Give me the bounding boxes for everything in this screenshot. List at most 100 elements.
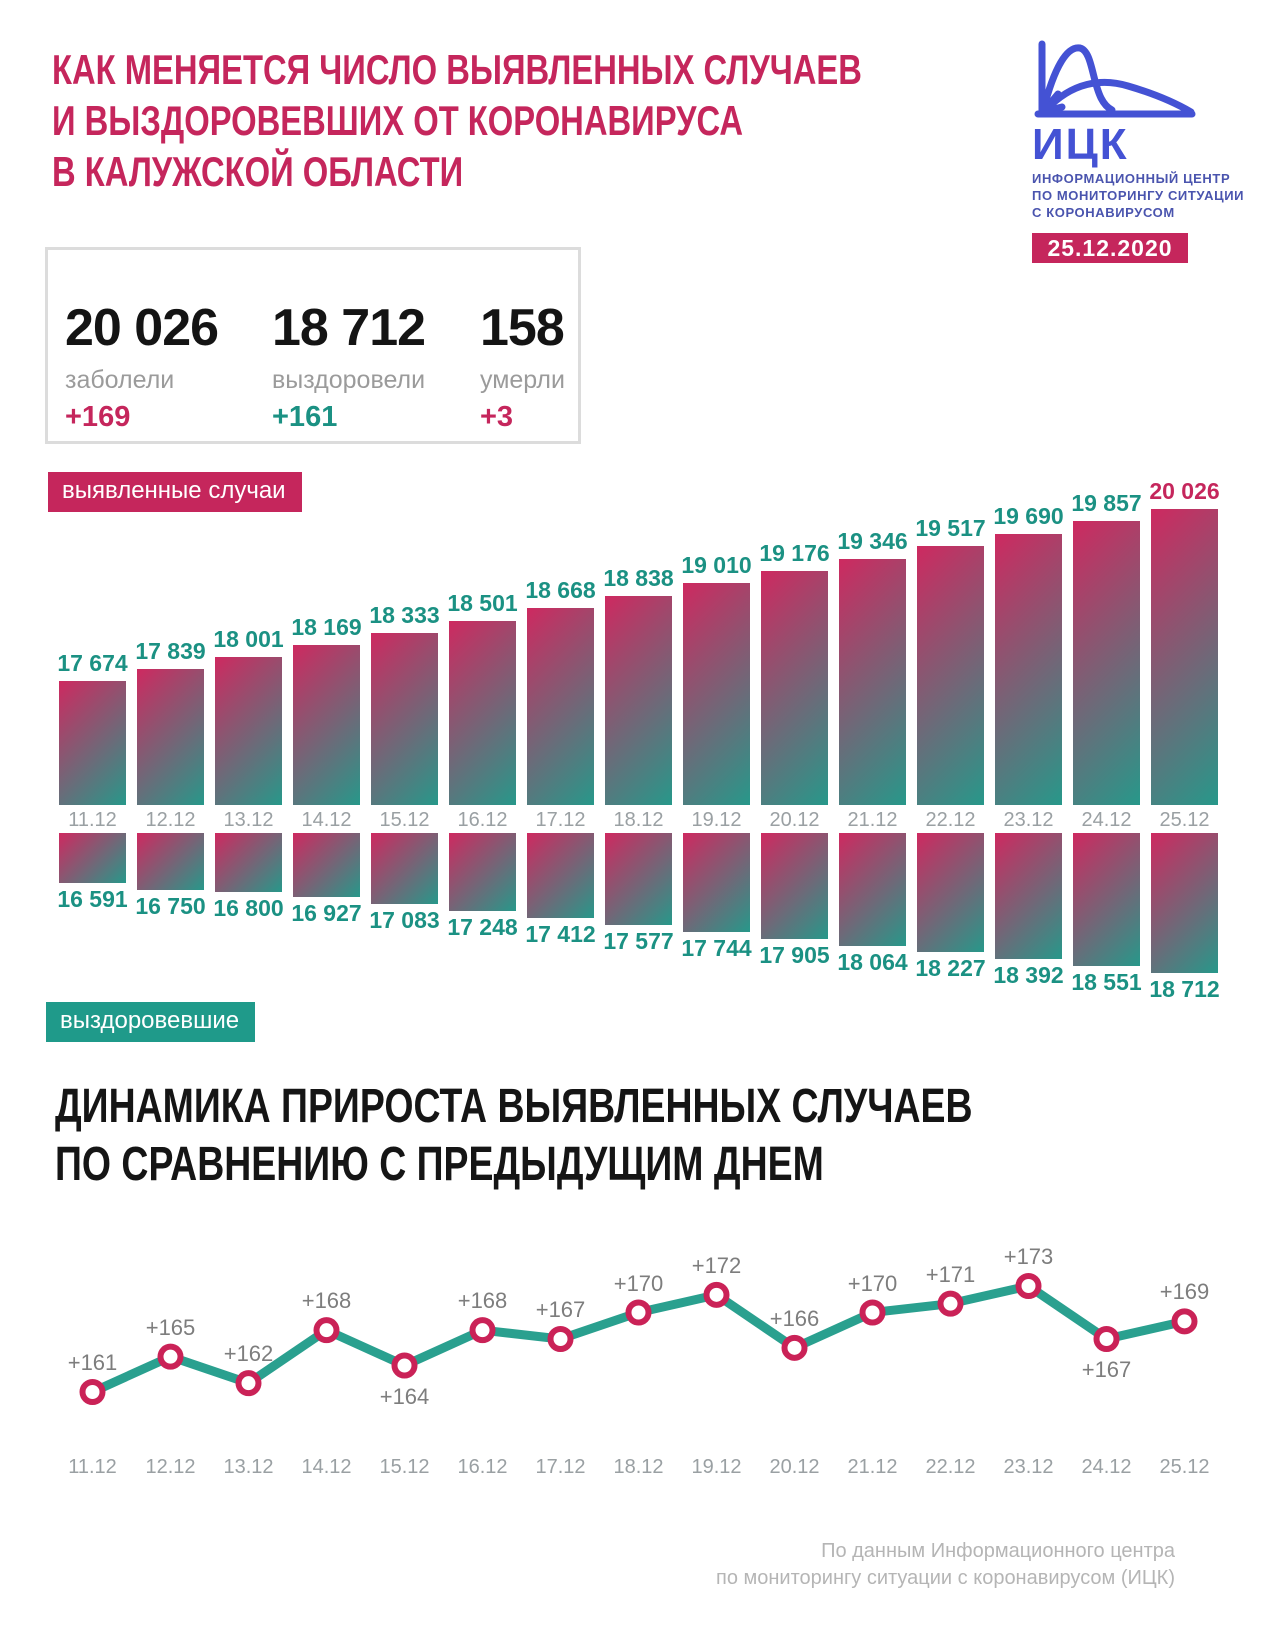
recovered-bar (371, 833, 438, 904)
bar-date-label: 25.12 (1159, 809, 1210, 831)
line-date-label: 22.12 (925, 1456, 976, 1478)
cases-bar-value: 20 026 (1149, 478, 1220, 504)
daily-increase-title-line1: ДИНАМИКА ПРИРОСТА ВЫЯВЛЕННЫХ СЛУЧАЕВ (55, 1080, 973, 1133)
line-date-label: 11.12 (68, 1456, 117, 1478)
recovered-bar (761, 833, 828, 939)
cases-bar-value: 19 176 (759, 540, 830, 567)
stat-infected-value: 20 026 (65, 299, 219, 357)
line-date-label: 21.12 (847, 1456, 898, 1478)
bar-date-label: 20.12 (769, 809, 820, 831)
recovered-bar (137, 833, 204, 890)
cases-bar-value: 19 346 (837, 527, 908, 554)
data-point-marker (547, 1326, 574, 1352)
stat-infected-delta: +169 (65, 401, 131, 433)
epidemic-curve-logo-icon (1034, 40, 1196, 118)
line-date-label: 16.12 (457, 1456, 508, 1478)
cases-bar-value: 18 333 (369, 601, 440, 628)
line-date-label: 25.12 (1159, 1456, 1210, 1478)
cases-bar (527, 608, 594, 805)
recovered-bar (839, 833, 906, 946)
data-point-marker (1093, 1326, 1120, 1352)
data-point-marker (781, 1334, 808, 1361)
page-title-line2: И ВЫЗДОРОВЕВШИХ ОТ КОРОНАВИРУСА (52, 97, 744, 144)
daily-increase-value: +165 (145, 1314, 196, 1340)
stat-recovered-delta: +161 (272, 401, 338, 433)
stat-deaths-value: 158 (480, 299, 565, 357)
data-point-marker (313, 1317, 340, 1344)
daily-increase-value: +170 (613, 1270, 664, 1296)
icck-logo: ИЦК ИНФОРМАЦИОННЫЙ ЦЕНТР ПО МОНИТОРИНГУ … (1028, 38, 1260, 263)
daily-increase-title-line2: ПО СРАВНЕНИЮ С ПРЕДЫДУЩИМ ДНЕМ (55, 1138, 824, 1191)
bar-date-label: 18.12 (613, 809, 664, 831)
legend-recovered-chip: выздоровевшие (46, 1002, 256, 1042)
cases-bar (59, 681, 126, 805)
line-date-label: 20.12 (769, 1456, 820, 1478)
daily-increase-value: +166 (769, 1305, 820, 1331)
cases-bar (605, 595, 672, 805)
daily-increase-value: +168 (301, 1288, 352, 1314)
line-date-label: 14.12 (301, 1456, 352, 1478)
recovered-bar (59, 833, 126, 883)
page-title-line1: КАК МЕНЯЕТСЯ ЧИСЛО ВЫЯВЛЕННЫХ СЛУЧАЕВ (52, 46, 862, 93)
line-date-label: 17.12 (535, 1456, 586, 1478)
cases-bar (839, 558, 906, 805)
recovered-bar (917, 833, 984, 953)
recovered-bar (215, 833, 282, 892)
bar-date-label: 24.12 (1081, 809, 1132, 831)
daily-increase-value: +173 (1003, 1244, 1054, 1269)
legend-cases-chip: выявленные случаи (48, 472, 302, 512)
daily-increase-value: +167 (1081, 1357, 1132, 1382)
daily-increase-value: +167 (535, 1297, 586, 1322)
cases-bar (1073, 521, 1140, 805)
cases-bar-value: 18 668 (525, 577, 596, 604)
data-point-marker (859, 1299, 886, 1326)
recovered-bar-value: 17 577 (603, 927, 674, 954)
logo-org-name: ИНФОРМАЦИОННЫЙ ЦЕНТР ПО МОНИТОРИНГУ СИТУ… (1032, 170, 1244, 221)
report-date-badge: 25.12.2020 (1032, 233, 1188, 263)
line-date-label: 19.12 (691, 1456, 742, 1478)
recovered-bar (605, 833, 672, 925)
cases-bar-value: 18 838 (603, 564, 674, 591)
recovered-bar-value: 16 591 (57, 886, 128, 912)
daily-increase-value: +161 (67, 1350, 118, 1375)
page-title-line3: В КАЛУЖСКОЙ ОБЛАСТИ (52, 148, 464, 195)
stat-deaths-delta: +3 (480, 401, 514, 433)
daily-increase-value: +172 (691, 1252, 742, 1278)
recovered-bar (995, 833, 1062, 960)
recovered-bar-value: 17 905 (759, 941, 830, 968)
recovered-bar (1073, 833, 1140, 967)
page-title: КАК МЕНЯЕТСЯ ЧИСЛО ВЫЯВЛЕННЫХ СЛУЧАЕВ И … (52, 44, 1090, 197)
cases-bar-value: 18 501 (447, 589, 518, 616)
daily-increase-value: +164 (379, 1383, 430, 1409)
cases-bar-value: 19 010 (681, 552, 752, 579)
line-date-label: 18.12 (613, 1456, 664, 1478)
bar-date-label: 16.12 (457, 809, 508, 831)
recovered-bar-value: 17 248 (447, 913, 518, 940)
cases-bar-value: 18 001 (213, 626, 284, 653)
data-point-marker (703, 1281, 730, 1308)
cases-bar-value: 17 839 (135, 637, 206, 664)
recovered-bar-value: 18 227 (915, 955, 986, 982)
recovered-bar (1151, 833, 1218, 973)
data-point-marker (469, 1317, 496, 1344)
recovered-bar-value: 17 083 (369, 906, 440, 933)
bar-date-label: 22.12 (925, 809, 976, 831)
stat-deaths-label: умерли (480, 366, 565, 394)
daily-increase-value: +171 (925, 1261, 976, 1287)
data-point-marker (1171, 1308, 1198, 1335)
line-date-label: 13.12 (223, 1456, 274, 1478)
daily-increase-value: +169 (1159, 1279, 1210, 1305)
cases-bar-value: 19 690 (993, 502, 1064, 529)
recovered-bar-value: 17 412 (525, 920, 596, 947)
bar-date-label: 21.12 (847, 809, 898, 831)
cases-bar (761, 571, 828, 805)
line-date-label: 23.12 (1003, 1456, 1054, 1478)
daily-increase-title: ДИНАМИКА ПРИРОСТА ВЫЯВЛЕННЫХ СЛУЧАЕВ ПО … (55, 1078, 1231, 1194)
line-date-label: 15.12 (379, 1456, 430, 1478)
bar-date-label: 15.12 (379, 809, 430, 831)
logo-org-line1: ИНФОРМАЦИОННЫЙ ЦЕНТР (1032, 171, 1231, 186)
daily-increase-line-chart (79, 1273, 1198, 1405)
stat-infected-label: заболели (65, 366, 175, 394)
recovered-bar-value: 17 744 (681, 934, 752, 961)
